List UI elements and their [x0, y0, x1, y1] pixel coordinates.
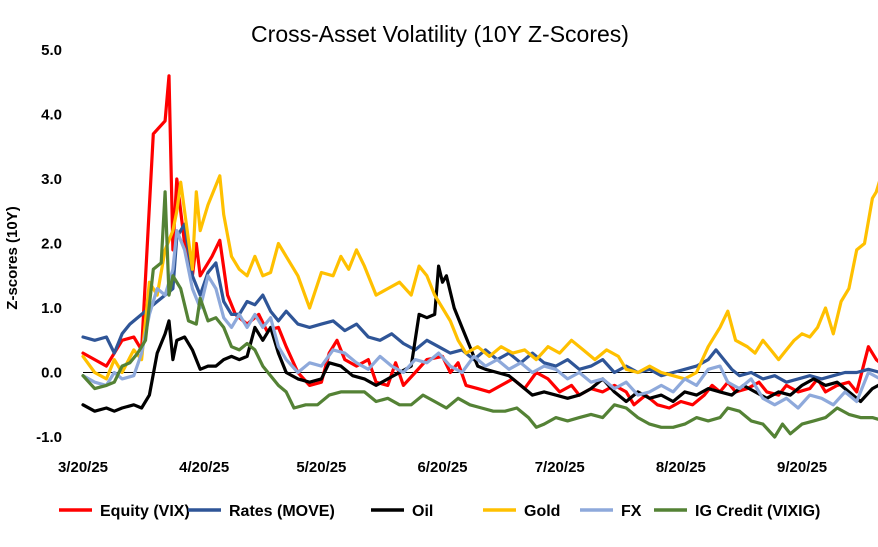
y-tick-label: 0.0 — [41, 365, 62, 382]
legend-label: Gold — [524, 503, 560, 520]
legend-label: Oil — [412, 503, 433, 520]
x-tick-label: 7/20/25 — [535, 459, 585, 476]
series-line-oil — [81, 264, 878, 413]
series-line-rates-move — [81, 222, 878, 384]
y-tick-labels: 5.0 4.0 3.0 2.0 1.0 0.0 -1.0 — [36, 42, 62, 446]
series-line-fx — [81, 229, 878, 410]
x-tick-label: 6/20/25 — [417, 459, 467, 476]
y-axis-label: Z-scores (10Y) — [4, 206, 21, 309]
y-tick-label: 2.0 — [41, 236, 62, 253]
y-tick-label: -1.0 — [36, 429, 62, 446]
y-tick-label: 1.0 — [41, 300, 62, 317]
y-tick-label: 3.0 — [41, 171, 62, 188]
legend-label: Equity (VIX) — [100, 503, 190, 520]
x-tick-label: 8/20/25 — [656, 459, 706, 476]
x-tick-labels: 3/20/25 4/20/25 5/20/25 6/20/25 7/20/25 8/20/… — [58, 459, 827, 476]
legend-label: Rates (MOVE) — [229, 503, 335, 520]
chart-title: Cross-Asset Volatility (10Y Z-Scores) — [251, 21, 629, 47]
legend-label: IG Credit (VIXIG) — [695, 503, 820, 520]
x-tick-label: 4/20/25 — [179, 459, 229, 476]
series-line-gold — [81, 174, 878, 381]
y-tick-label: 5.0 — [41, 42, 62, 59]
x-tick-label: 5/20/25 — [296, 459, 346, 476]
x-tick-label: 3/20/25 — [58, 459, 108, 476]
series-lines — [81, 74, 878, 439]
x-tick-label: 9/20/25 — [777, 459, 827, 476]
y-tick-label: 4.0 — [41, 107, 62, 124]
legend: Equity (VIX) Rates (MOVE) Oil Gold FX IG Cred… — [59, 503, 820, 520]
series-line-equity-vix — [81, 74, 878, 410]
legend-label: FX — [621, 503, 642, 520]
series-line-ig-credit-vixig — [81, 190, 878, 439]
